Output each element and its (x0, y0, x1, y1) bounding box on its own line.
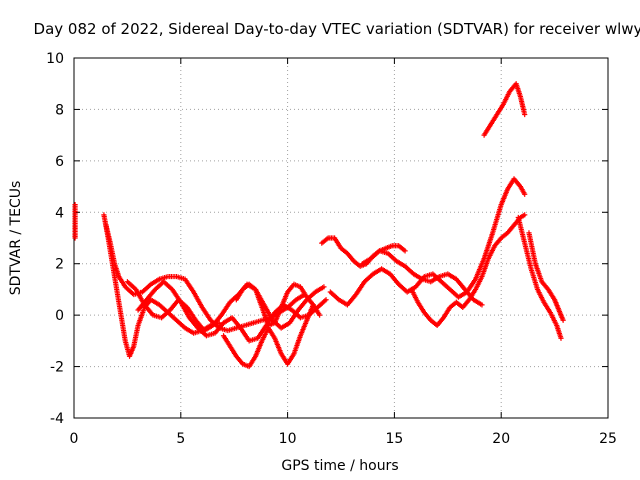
chart-title: Day 082 of 2022, Sidereal Day-to-day VTE… (34, 20, 640, 38)
y-tick-label: 4 (55, 205, 64, 221)
series-sat-j (359, 248, 485, 308)
data-point (402, 248, 408, 254)
data-point (522, 191, 528, 197)
data-point (479, 302, 485, 308)
y-tick-label: -4 (50, 411, 64, 427)
y-tick-label: 2 (55, 257, 64, 273)
data-point (522, 111, 528, 118)
data-point (522, 212, 528, 218)
series-sat-i (327, 176, 528, 308)
data-point (317, 312, 323, 318)
data-point (558, 335, 564, 341)
x-tick-label: 5 (176, 431, 185, 447)
y-tick-label: -2 (50, 360, 64, 376)
series-sat-a (72, 201, 78, 241)
series-sat-m (515, 214, 564, 341)
data-point (321, 284, 327, 290)
x-tick-label: 15 (385, 431, 403, 447)
series-sat-l (481, 81, 528, 138)
y-tick-label: 8 (55, 102, 64, 118)
y-axis-label: SDTVAR / TECUs (8, 181, 24, 296)
data-series (72, 81, 566, 370)
tick-labels: 0 5 10 15 20 25 -4 -2 0 2 4 6 8 10 (46, 51, 617, 447)
x-tick-label: 10 (279, 431, 297, 447)
data-point (323, 297, 329, 303)
x-axis-label: GPS time / hours (281, 458, 398, 474)
y-tick-label: 6 (55, 154, 64, 170)
x-tick-label: 20 (492, 431, 510, 447)
series-sat-k (408, 212, 528, 329)
data-point (72, 235, 78, 241)
series-sat-f (220, 302, 316, 370)
data-point (560, 317, 566, 323)
y-tick-label: 0 (55, 308, 64, 324)
x-tick-label: 0 (70, 431, 79, 447)
series-sat-g (233, 281, 323, 329)
series-sat-n (526, 230, 566, 323)
axis-ticks (73, 57, 609, 419)
y-tick-label: 10 (46, 51, 64, 67)
grid (74, 58, 608, 418)
x-tick-label: 25 (599, 431, 617, 447)
